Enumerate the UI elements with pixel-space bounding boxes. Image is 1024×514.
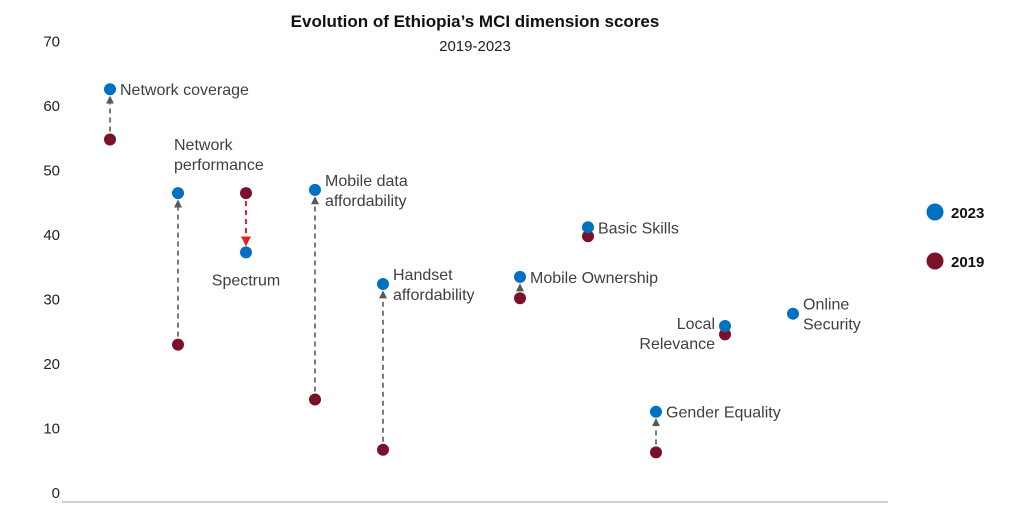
legend: 2023 2019 (926, 203, 984, 271)
dimension-label: Handset (393, 267, 453, 284)
dimension-label: Online (803, 297, 849, 314)
point-2019 (582, 230, 594, 243)
dimension-label: performance (174, 157, 264, 174)
dimension-label: Network coverage (120, 82, 249, 99)
point-2023 (514, 270, 526, 283)
dimension-label: Mobile Ownership (530, 270, 658, 287)
dimension-label: affordability (325, 193, 407, 210)
point-2023 (582, 221, 594, 234)
point-2023 (240, 246, 252, 259)
y-tick-label: 50 (43, 163, 60, 180)
dimension-label: Local (677, 316, 715, 333)
dimension-label: Gender Equality (666, 405, 781, 422)
y-tick-label: 40 (43, 227, 60, 244)
chart-title: Evolution of Ethiopia’s MCI dimension sc… (291, 12, 660, 31)
y-tick-label: 30 (43, 292, 60, 309)
point-2019 (719, 328, 731, 341)
point-2023 (719, 319, 731, 332)
point-2019 (240, 187, 252, 200)
dimension-label: Security (803, 317, 861, 334)
y-tick-label: 0 (52, 485, 60, 502)
point-2019 (309, 393, 321, 406)
dimension-label: Mobile data (325, 173, 408, 190)
point-2023 (172, 187, 184, 200)
point-2019 (377, 443, 389, 456)
chart-subtitle: 2019-2023 (439, 38, 511, 55)
dimension-label: Basic Skills (598, 220, 679, 237)
dimension-label: affordability (393, 287, 475, 304)
point-2019 (650, 446, 662, 459)
y-axis: 0 10 20 30 40 50 60 70 (43, 34, 60, 503)
point-2023 (650, 405, 662, 418)
point-2023 (309, 183, 321, 196)
dimension-labels: Network coverage Network performance Spectr… (120, 82, 861, 422)
dimension-label: Relevance (639, 336, 715, 353)
legend-marker-2023 (926, 203, 944, 221)
legend-marker-2019 (926, 252, 944, 270)
y-tick-label: 10 (43, 421, 60, 438)
point-2019 (514, 292, 526, 305)
point-2023 (377, 278, 389, 291)
y-tick-label: 70 (43, 34, 60, 51)
point-2019 (172, 338, 184, 351)
y-tick-label: 20 (43, 356, 60, 373)
legend-label-2019: 2019 (951, 254, 984, 271)
dimension-label: Network (174, 137, 234, 154)
dimension-label: Spectrum (212, 272, 280, 289)
data-points (104, 83, 799, 459)
point-2019 (104, 133, 116, 146)
legend-label-2023: 2023 (951, 205, 984, 222)
point-2023 (104, 83, 116, 96)
y-tick-label: 60 (43, 98, 60, 115)
point-2023 (787, 307, 799, 320)
